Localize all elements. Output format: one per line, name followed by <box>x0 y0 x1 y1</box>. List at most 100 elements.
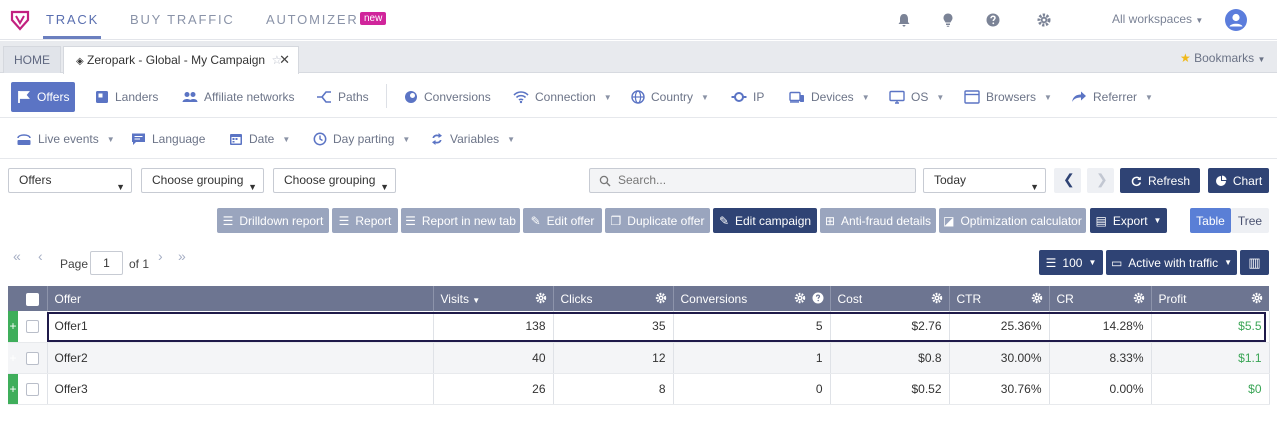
tab-bar: HOME ◈ Zeropark - Global - My Campaign ☆… <box>0 41 1277 74</box>
traffic-filter-select[interactable]: ▭ Active with traffic ▼ <box>1106 250 1237 275</box>
col-visits[interactable]: Visits ▼ <box>433 286 554 311</box>
export-label: Export <box>1112 213 1148 228</box>
column-settings-icon[interactable] <box>1031 292 1043 304</box>
table-row[interactable]: + Offer2 40 12 1 $0.8 30.00% 8.33% $1.1 <box>8 342 1270 374</box>
dim-connection[interactable]: Connection ▼ <box>513 82 612 112</box>
table-view-toggle[interactable]: Table <box>1190 208 1231 233</box>
export-button[interactable]: ▤ Export ▼ <box>1090 208 1167 233</box>
column-settings-icon[interactable] <box>535 292 547 304</box>
date-range-value: Today <box>934 173 967 187</box>
report-new-tab-button[interactable]: ☰ Report in new tab <box>401 208 520 233</box>
workspace-selector[interactable]: All workspaces ▼ <box>1112 12 1204 26</box>
tree-view-toggle[interactable]: Tree <box>1231 208 1269 233</box>
dim-country[interactable]: Country ▼ <box>631 82 709 112</box>
cell-profit: $0 <box>1151 373 1270 405</box>
dim-paths[interactable]: Paths <box>316 82 369 112</box>
rows-per-page-value: 100 <box>1062 255 1083 270</box>
search-placeholder: Search... <box>618 173 667 187</box>
help-icon[interactable] <box>985 12 1001 28</box>
grouping-select-1[interactable]: Offers ▼ <box>8 168 132 193</box>
monitor-icon <box>889 90 905 104</box>
dim-landers[interactable]: Landers <box>95 82 158 112</box>
expand-row-button[interactable]: + <box>8 373 18 405</box>
column-settings-icon[interactable] <box>794 292 806 304</box>
nav-automizer[interactable]: AUTOMIZER <box>266 12 359 27</box>
dim-referrer[interactable]: Referrer ▼ <box>1071 82 1153 112</box>
search-input[interactable]: Search... <box>589 168 916 193</box>
table-row[interactable]: + Offer3 26 8 0 $0.52 30.76% 0.00% $0 <box>8 373 1270 405</box>
dim-variables[interactable]: Variables ▼ <box>430 124 515 154</box>
table-row[interactable]: + Offer1 138 35 5 $2.76 25.36% 14.28% $5… <box>8 311 1270 343</box>
col-ctr[interactable]: CTR <box>949 286 1050 311</box>
grouping-select-3[interactable]: Choose grouping ▼ <box>273 168 396 193</box>
grouping-select-2[interactable]: Choose grouping ▼ <box>141 168 264 193</box>
dim-devices[interactable]: Devices ▼ <box>789 82 870 112</box>
tab-home[interactable]: HOME <box>3 46 61 73</box>
nav-track[interactable]: TRACK <box>46 12 100 27</box>
optimization-calculator-button[interactable]: ◪ Optimization calculator <box>939 208 1086 233</box>
notifications-bell-icon[interactable] <box>896 12 912 28</box>
top-bar: TRACK BUY TRAFFIC AUTOMIZER new All work… <box>0 0 1277 40</box>
dim-offers[interactable]: Offers <box>11 82 76 112</box>
next-period-button[interactable]: ❯ <box>1087 168 1114 193</box>
duplicate-offer-button[interactable]: ❐ Duplicate offer <box>605 208 710 233</box>
col-offer[interactable]: Offer <box>47 286 434 311</box>
col-conversions[interactable]: Conversions <box>673 286 831 311</box>
page-number-input[interactable]: 1 <box>90 251 123 275</box>
lightbulb-icon[interactable] <box>940 12 956 28</box>
tab-campaign[interactable]: ◈ Zeropark - Global - My Campaign ☆ ✕ <box>63 46 299 74</box>
chart-button[interactable]: Chart <box>1208 168 1269 193</box>
dim-affiliate-networks[interactable]: Affiliate networks <box>182 82 295 112</box>
anti-fraud-details-button[interactable]: ⊞ Anti-fraud details <box>820 208 936 233</box>
next-page-icon[interactable]: › <box>158 248 163 264</box>
chart-area-icon: ◪ <box>943 213 955 228</box>
logo-icon[interactable] <box>9 9 31 31</box>
dim-language[interactable]: Language <box>131 124 205 154</box>
close-tab-icon[interactable]: ✕ <box>279 52 290 67</box>
dim-date[interactable]: Date ▼ <box>229 124 290 154</box>
col-visits-label: Visits <box>440 291 469 306</box>
dim-day-parting[interactable]: Day parting ▼ <box>313 124 410 154</box>
dim-ip[interactable]: IP <box>731 82 764 112</box>
help-icon[interactable] <box>812 292 824 304</box>
column-settings-icon[interactable] <box>655 292 667 304</box>
date-range-select[interactable]: Today ▼ <box>923 168 1046 193</box>
columns-button[interactable]: ▥ <box>1240 250 1269 275</box>
edit-campaign-button[interactable]: ✎ Edit campaign <box>713 208 817 233</box>
dim-paths-label: Paths <box>338 90 369 104</box>
rows-per-page-select[interactable]: ☰ 100 ▼ <box>1039 250 1103 275</box>
first-page-icon[interactable]: « <box>13 248 21 264</box>
row-checkbox[interactable] <box>25 382 39 396</box>
column-settings-icon[interactable] <box>1133 292 1145 304</box>
row-checkbox[interactable] <box>25 320 39 334</box>
nav-buy-traffic[interactable]: BUY TRAFFIC <box>130 12 235 27</box>
select-all-checkbox[interactable] <box>25 292 39 306</box>
edit-offer-button[interactable]: ✎ Edit offer <box>523 208 602 233</box>
dim-os[interactable]: OS ▼ <box>889 82 944 112</box>
report-button[interactable]: ☰ Report <box>332 208 398 233</box>
cell-visits: 26 <box>433 373 554 405</box>
col-cost[interactable]: Cost <box>830 286 950 311</box>
dim-live-events[interactable]: Live events ▼ <box>16 124 115 154</box>
col-cr[interactable]: CR <box>1049 286 1152 311</box>
prev-page-icon[interactable]: ‹ <box>38 248 43 264</box>
dim-live-events-label: Live events <box>38 132 99 146</box>
dim-conversions[interactable]: Conversions <box>404 82 491 112</box>
col-clicks[interactable]: Clicks <box>553 286 674 311</box>
last-page-icon[interactable]: » <box>178 248 186 264</box>
bookmarks-menu[interactable]: ★ Bookmarks ▼ <box>1180 51 1266 65</box>
settings-gear-icon[interactable] <box>1036 12 1052 28</box>
col-profit[interactable]: Profit <box>1151 286 1269 311</box>
dim-browsers[interactable]: Browsers ▼ <box>964 82 1052 112</box>
row-select-cell <box>18 311 48 343</box>
expand-row-button[interactable]: + <box>8 311 18 343</box>
expand-row-button[interactable]: + <box>8 342 18 374</box>
previous-period-button[interactable]: ❮ <box>1054 168 1081 193</box>
user-avatar[interactable] <box>1225 9 1247 31</box>
column-settings-icon[interactable] <box>1251 292 1263 304</box>
drilldown-report-button[interactable]: ☰ Drilldown report <box>217 208 329 233</box>
row-checkbox[interactable] <box>25 351 39 365</box>
star-outline-icon[interactable]: ☆ <box>271 53 283 67</box>
refresh-button[interactable]: Refresh <box>1120 168 1200 193</box>
column-settings-icon[interactable] <box>931 292 943 304</box>
